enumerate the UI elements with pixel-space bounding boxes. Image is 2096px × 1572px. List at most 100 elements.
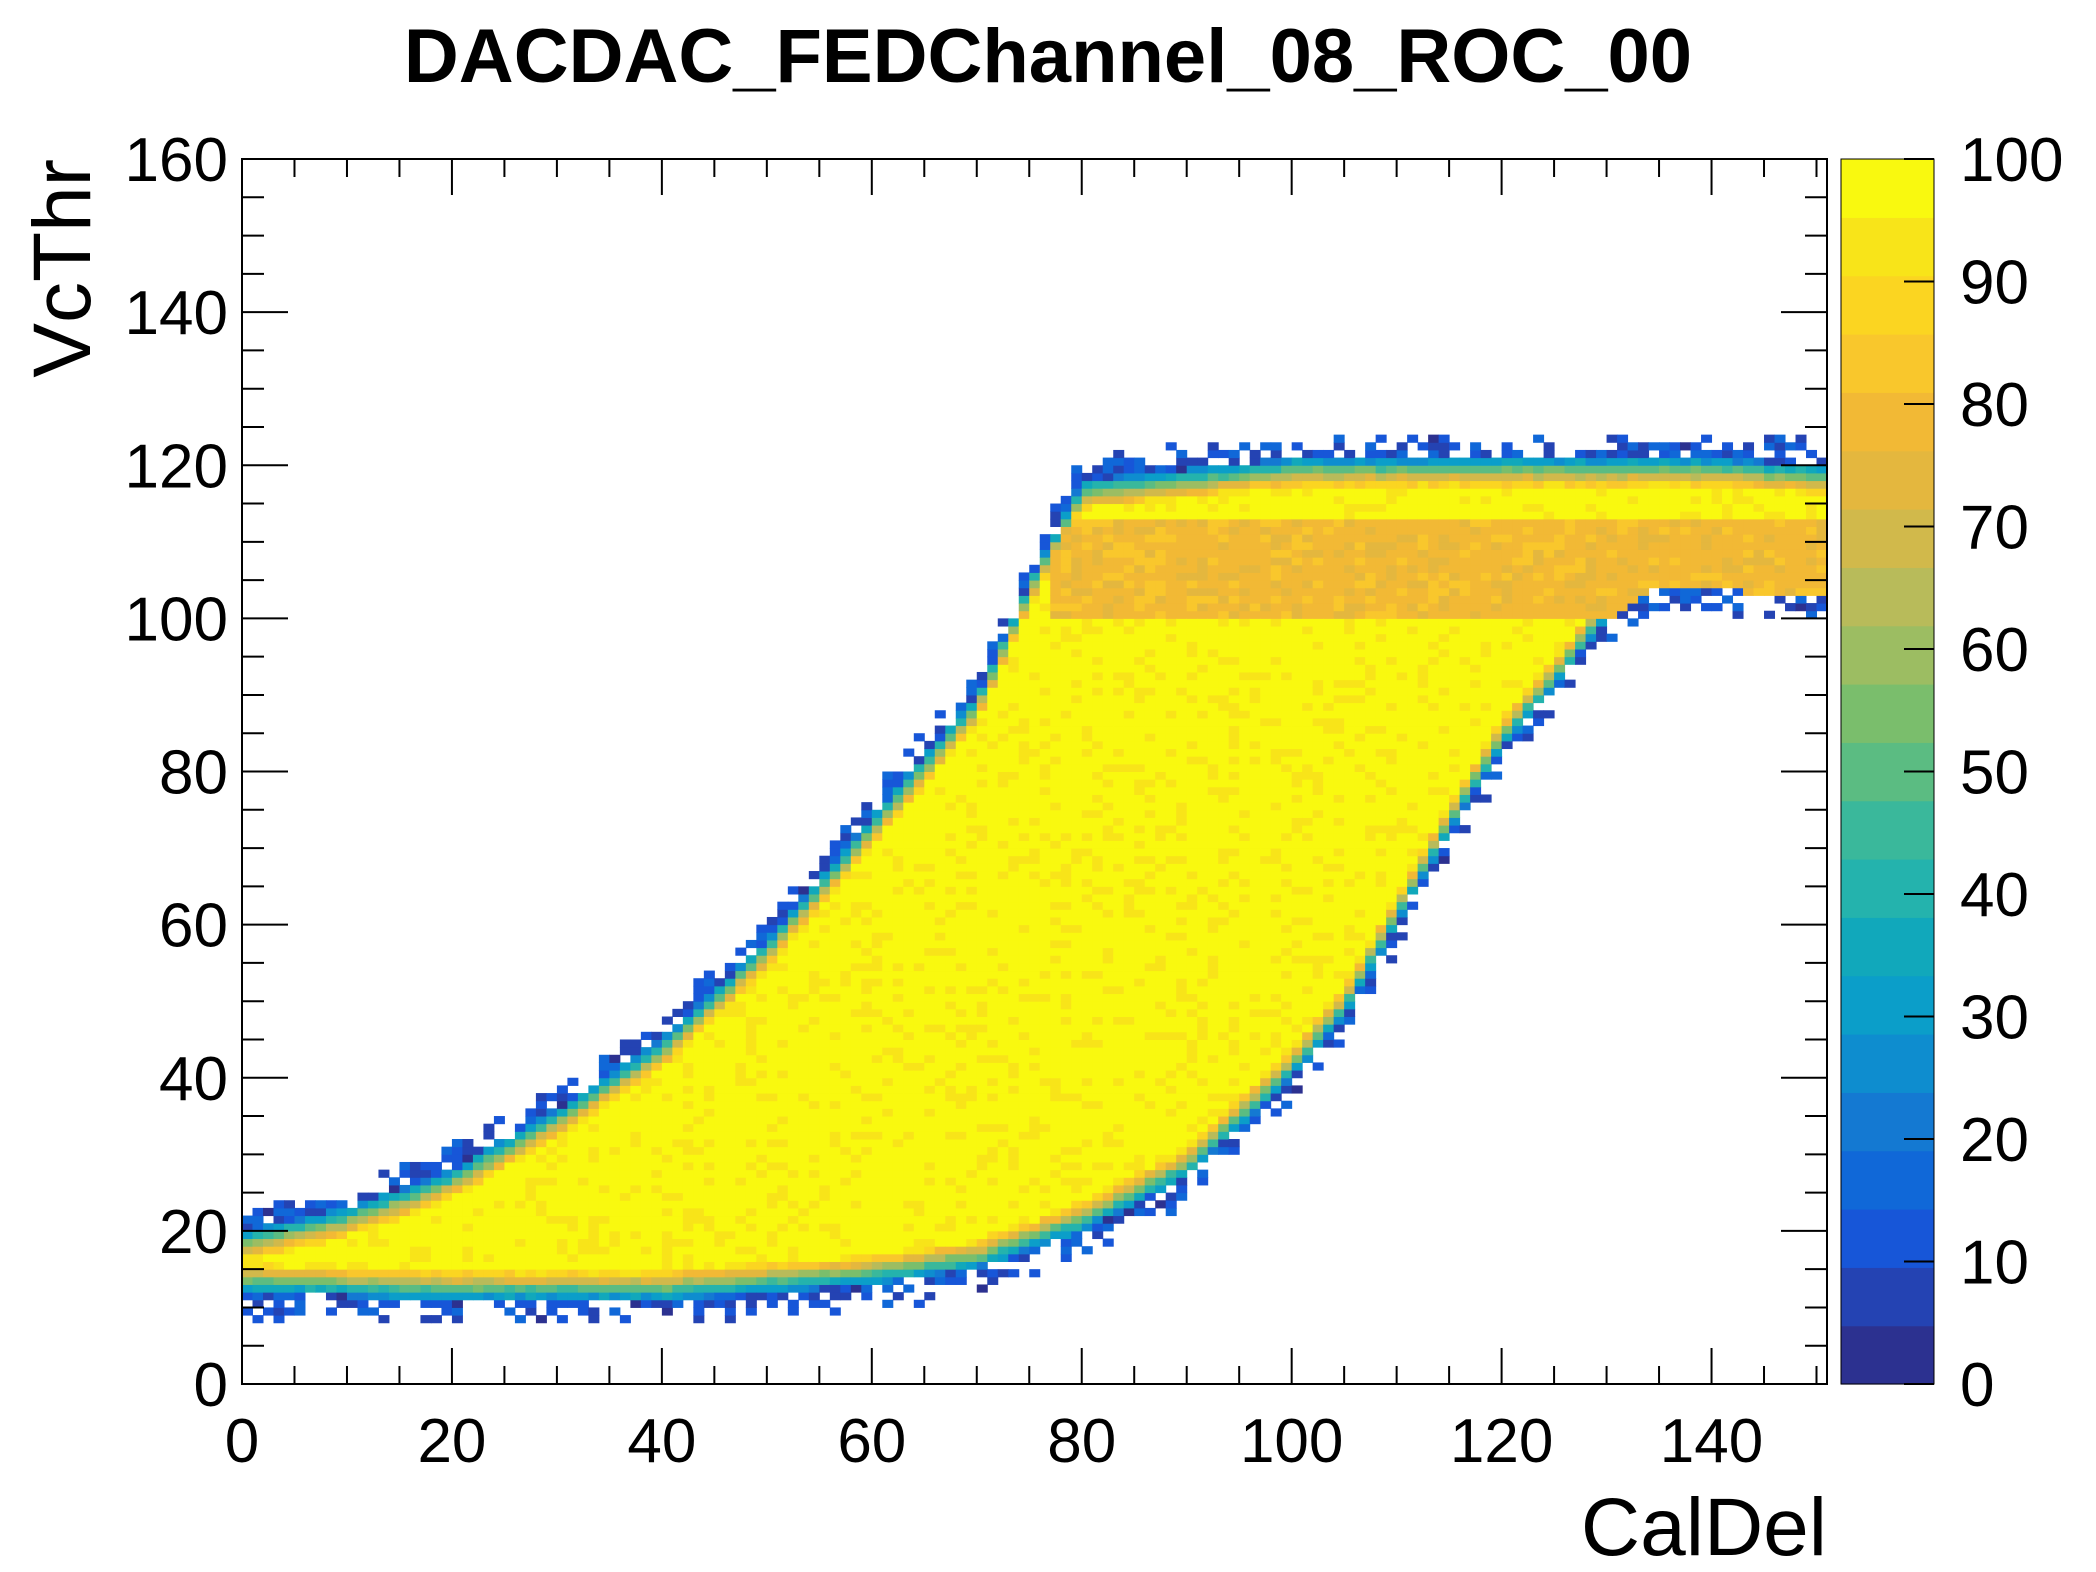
heatmap-cell (913, 1238, 925, 1247)
heatmap-cell (441, 1292, 453, 1301)
heatmap-cell (1018, 1169, 1030, 1178)
heatmap-cell (934, 1161, 946, 1171)
heatmap-cell (913, 1261, 925, 1270)
heatmap-cell (1197, 1062, 1209, 1071)
heatmap-cell (1155, 993, 1167, 1002)
heatmap-cell (1144, 702, 1156, 711)
heatmap-cell (997, 786, 1009, 795)
heatmap-cell (1092, 1031, 1104, 1040)
heatmap-cell (1176, 1070, 1188, 1079)
heatmap-cell (1228, 495, 1240, 505)
heatmap-cell (903, 1230, 915, 1240)
heatmap-cell (525, 1139, 537, 1148)
heatmap-cell (724, 1123, 736, 1132)
heatmap-cell (598, 1139, 610, 1148)
heatmap-cell (850, 1016, 862, 1025)
heatmap-cell (766, 1192, 778, 1201)
heatmap-cell (640, 1108, 652, 1117)
heatmap-cell (882, 886, 894, 895)
heatmap-cell (273, 1284, 285, 1293)
heatmap-cell (955, 794, 967, 803)
heatmap-cell (672, 1116, 684, 1125)
heatmap-cell (945, 1207, 957, 1217)
heatmap-cell (987, 1169, 999, 1178)
heatmap-cell (1134, 679, 1146, 688)
heatmap-cell (829, 1253, 841, 1262)
heatmap-cell (766, 1108, 778, 1117)
heatmap-cell (987, 679, 999, 688)
heatmap-cell (1176, 924, 1188, 933)
heatmap-cell (294, 1215, 306, 1224)
heatmap-cell (987, 748, 999, 757)
heatmap-cell (882, 1215, 894, 1224)
heatmap-cell (252, 1230, 264, 1240)
heatmap-cell (1060, 626, 1072, 635)
heatmap-cell (514, 1253, 526, 1262)
heatmap-cell (766, 1184, 778, 1194)
heatmap-cell (997, 1016, 1009, 1025)
heatmap-cell (1092, 465, 1104, 474)
heatmap-cell (598, 1230, 610, 1240)
heatmap-cell (966, 955, 978, 964)
heatmap-cell (1123, 1146, 1135, 1155)
heatmap-cell (987, 863, 999, 872)
heatmap-cell (903, 985, 915, 995)
heatmap-cell (1102, 779, 1114, 788)
heatmap-cell (577, 1200, 589, 1209)
heatmap-cell (934, 809, 946, 818)
heatmap-cell (1039, 687, 1051, 696)
heatmap-cell (1102, 1008, 1114, 1017)
heatmap-cell (1207, 518, 1219, 527)
heatmap-cell (1029, 610, 1041, 619)
heatmap-cell (1176, 649, 1188, 658)
heatmap-cell (1176, 1008, 1188, 1017)
heatmap-cell (588, 1154, 600, 1163)
heatmap-cell (987, 947, 999, 956)
heatmap-cell (808, 1116, 820, 1125)
heatmap-cell (1081, 472, 1093, 482)
heatmap-cell (955, 1192, 967, 1201)
heatmap-cell (1218, 1024, 1230, 1033)
heatmap-cell (1081, 802, 1093, 811)
heatmap-cell (829, 1001, 841, 1010)
heatmap-cell (808, 1001, 820, 1010)
heatmap-cell (976, 848, 988, 857)
heatmap-cell (1113, 1146, 1125, 1155)
heatmap-cell (724, 1008, 736, 1017)
heatmap-cell (924, 1154, 936, 1163)
heatmap-cell (556, 1253, 568, 1262)
heatmap-cell (1134, 518, 1146, 527)
heatmap-cell (987, 702, 999, 711)
heatmap-cell (1134, 978, 1146, 987)
heatmap-cell (955, 1047, 967, 1056)
heatmap-cell (871, 947, 883, 956)
heatmap-cell (966, 901, 978, 910)
heatmap-cell (441, 1169, 453, 1178)
heatmap-cell (242, 1253, 253, 1262)
heatmap-cell (861, 962, 873, 972)
heatmap-cell (378, 1276, 390, 1285)
heatmap-cell (1207, 679, 1219, 688)
heatmap-cell (724, 1047, 736, 1056)
heatmap-cell (1060, 1024, 1072, 1033)
heatmap-cell (1144, 1054, 1156, 1063)
heatmap-cell (714, 1238, 726, 1247)
heatmap-cell (1123, 1169, 1135, 1178)
heatmap-cell (1039, 664, 1051, 673)
heatmap-cell (262, 1253, 274, 1262)
heatmap-cell (357, 1246, 369, 1255)
heatmap-cell (1176, 488, 1188, 497)
heatmap-cell (1186, 580, 1198, 589)
heatmap-cell (472, 1292, 484, 1301)
heatmap-cell (1228, 802, 1240, 811)
heatmap-cell (997, 725, 1009, 734)
heatmap-cell (735, 1146, 747, 1155)
heatmap-cell (1123, 947, 1135, 956)
heatmap-cell (577, 1261, 589, 1270)
heatmap-cell (829, 1276, 841, 1285)
heatmap-cell (1134, 1177, 1146, 1186)
heatmap-cell (777, 1154, 789, 1163)
heatmap-cell (1123, 511, 1135, 520)
heatmap-cell (1197, 909, 1209, 918)
heatmap-cell (714, 1085, 726, 1094)
